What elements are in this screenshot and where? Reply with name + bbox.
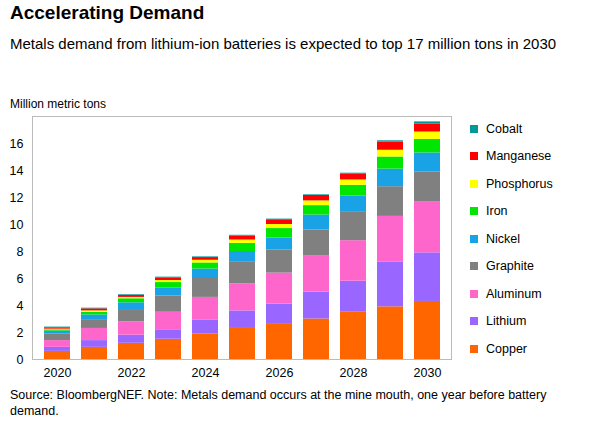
svg-text:6: 6 xyxy=(17,272,24,286)
svg-text:14: 14 xyxy=(10,164,24,178)
svg-text:0: 0 xyxy=(17,353,24,367)
svg-text:2022: 2022 xyxy=(118,366,146,380)
html-text:Million metric tons: Million metric tons xyxy=(10,97,106,111)
html-text:Graphite: Graphite xyxy=(486,259,534,274)
svg-text:10: 10 xyxy=(10,218,24,232)
svg-text:2020: 2020 xyxy=(44,366,72,380)
html-text:Source: BloombergNEF. Note: Me: Source: BloombergNEF. Note: Metals deman… xyxy=(10,388,547,418)
svg-text:2: 2 xyxy=(17,326,24,340)
html-text:Nickel: Nickel xyxy=(486,231,520,246)
html-text:Accelerating Demand: Accelerating Demand xyxy=(10,2,205,23)
html-text:Phosphorus: Phosphorus xyxy=(486,176,553,191)
html-text:Aluminum: Aluminum xyxy=(486,286,542,301)
svg-text:8: 8 xyxy=(17,245,24,259)
html-text:Iron: Iron xyxy=(486,204,508,219)
svg-text:2024: 2024 xyxy=(192,366,220,380)
html-text:Metals demand from lithium-ion: Metals demand from lithium-ion batteries… xyxy=(10,35,557,52)
svg-text:2028: 2028 xyxy=(340,366,368,380)
svg-text:4: 4 xyxy=(17,299,24,313)
html-text:Copper: Copper xyxy=(486,341,527,356)
svg-text:16: 16 xyxy=(10,137,24,151)
html-text:Cobalt: Cobalt xyxy=(486,121,523,136)
html-text:Lithium: Lithium xyxy=(486,314,527,329)
svg-text:2026: 2026 xyxy=(266,366,294,380)
html-text:Manganese: Manganese xyxy=(486,149,552,164)
svg-text:12: 12 xyxy=(10,191,24,205)
svg-text:2030: 2030 xyxy=(414,366,442,380)
